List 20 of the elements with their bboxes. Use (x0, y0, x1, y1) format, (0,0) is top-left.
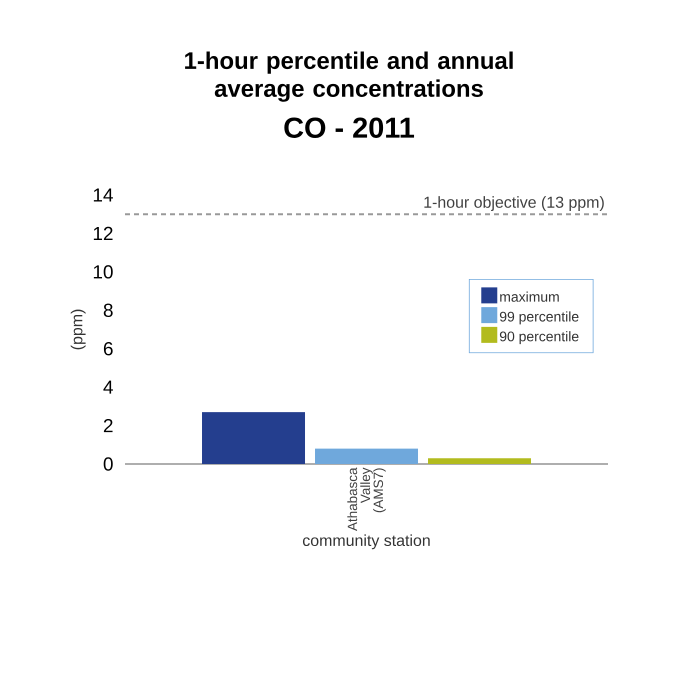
x-axis-title: community station (302, 534, 430, 550)
chart-subtitle: CO - 2011 (284, 118, 414, 138)
y-tick-label: 0 (104, 457, 113, 471)
ref-line-label: 1-hour objective (13 ppm) (424, 196, 604, 212)
legend-label: 99 percentile (500, 311, 578, 324)
y-tick-label: 8 (104, 304, 113, 317)
chart-title: 1-hour percentile and annual average concentrations (185, 52, 513, 102)
y-tick-label: 12 (94, 226, 113, 240)
y-axis-title: (ppm) (70, 310, 86, 350)
y-tick-label: 4 (103, 380, 113, 394)
y-tick-label: 2 (104, 418, 113, 432)
bar (428, 458, 532, 464)
y-tick-label: 6 (104, 342, 113, 356)
x-tick-label: Athabasca Valley (AMS7) (347, 468, 386, 532)
legend-label: 90 percentile (500, 331, 578, 344)
y-tick-label: 14 (94, 188, 113, 202)
bar (202, 412, 306, 464)
bar (315, 448, 418, 464)
y-tick-label: 10 (94, 265, 113, 279)
legend-label: maximum (500, 292, 559, 302)
